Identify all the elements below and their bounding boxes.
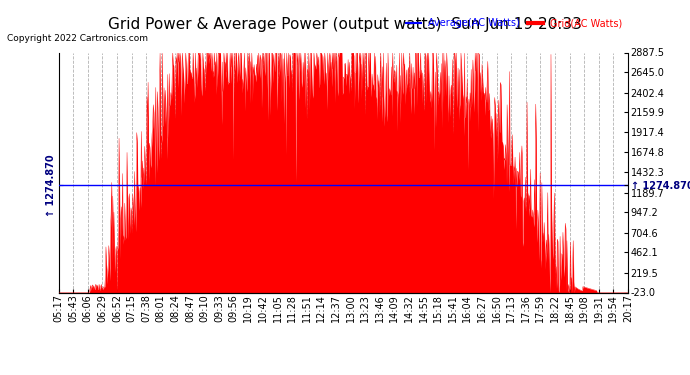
Text: Copyright 2022 Cartronics.com: Copyright 2022 Cartronics.com	[7, 34, 148, 43]
Text: Grid Power & Average Power (output watts)  Sun Jun 19 20:33: Grid Power & Average Power (output watts…	[108, 17, 582, 32]
Legend: Average(AC Watts), Grid(AC Watts): Average(AC Watts), Grid(AC Watts)	[402, 14, 627, 32]
